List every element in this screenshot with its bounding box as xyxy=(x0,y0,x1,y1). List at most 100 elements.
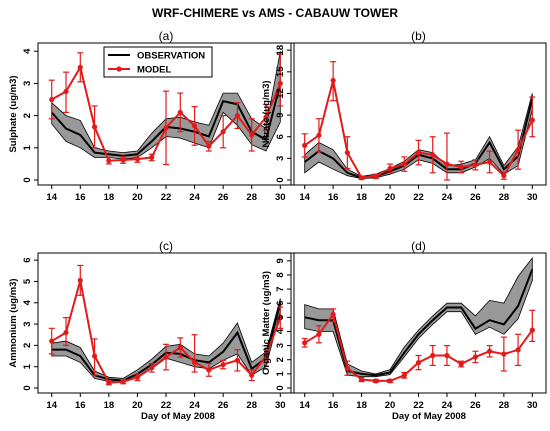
model-point xyxy=(415,149,422,156)
model-point xyxy=(529,117,535,123)
y-tick-label: 2 xyxy=(275,357,286,362)
model-point xyxy=(177,109,183,115)
model-point xyxy=(263,114,269,120)
y-tick-label: 3 xyxy=(275,156,286,161)
x-tick-label: 24 xyxy=(442,192,453,203)
model-point xyxy=(134,374,141,380)
model-point xyxy=(177,344,183,351)
model-point xyxy=(401,161,407,167)
model-point xyxy=(330,77,336,84)
model-point xyxy=(302,340,308,346)
y-tick-label: 3 xyxy=(275,343,286,348)
x-tick-label: 26 xyxy=(470,400,481,411)
model-error-bar xyxy=(529,96,536,138)
model-point xyxy=(430,352,436,359)
model-point xyxy=(277,80,283,87)
y-tick-label: 0 xyxy=(275,385,286,390)
model-point xyxy=(277,315,283,321)
x-tick-label: 26 xyxy=(218,400,229,411)
model-point xyxy=(120,379,126,385)
model-point xyxy=(430,152,436,158)
model-point xyxy=(458,361,464,367)
y-tick-label: 0 xyxy=(275,177,286,182)
model-point xyxy=(49,338,55,344)
y-tick-label: 0 xyxy=(22,385,33,390)
model-point xyxy=(149,154,155,161)
x-tick-label: 18 xyxy=(356,192,367,203)
y-axis-label: Nitrate (ug/m3) xyxy=(261,80,272,147)
model-point xyxy=(163,354,169,360)
y-tick-label: 4 xyxy=(275,328,286,334)
observation-band xyxy=(51,51,281,160)
model-point xyxy=(344,149,350,156)
y-tick-label: 8 xyxy=(275,272,286,277)
model-error-bar xyxy=(191,334,198,373)
x-tick-label: 30 xyxy=(527,192,538,203)
y-tick-label: 1 xyxy=(22,363,33,369)
model-point xyxy=(234,113,241,119)
model-point xyxy=(444,352,450,359)
y-tick-label: 12 xyxy=(275,88,286,99)
panel-title: (a) xyxy=(159,29,174,43)
x-tick-label: 20 xyxy=(132,192,143,203)
model-point xyxy=(163,125,169,131)
legend-model-marker xyxy=(116,66,122,72)
x-tick-label: 24 xyxy=(189,400,200,411)
x-tick-label: 20 xyxy=(385,400,396,411)
x-tick-label: 18 xyxy=(104,400,115,411)
x-tick-label: 30 xyxy=(527,400,538,411)
model-point xyxy=(206,143,212,149)
y-tick-label: 6 xyxy=(275,134,286,139)
x-tick-label: 28 xyxy=(499,192,510,203)
x-tick-label: 28 xyxy=(246,400,257,411)
x-tick-label: 16 xyxy=(75,192,86,203)
figure-title: WRF-CHIMERE vs AMS - CABAUW TOWER xyxy=(152,6,398,20)
model-point xyxy=(263,353,269,359)
panel-title: (b) xyxy=(411,29,426,43)
x-tick-label: 16 xyxy=(75,400,86,411)
x-tick-label: 18 xyxy=(104,192,115,203)
y-tick-label: 9 xyxy=(275,112,286,117)
y-tick-label: 2 xyxy=(22,113,33,118)
model-point xyxy=(501,173,507,179)
model-point xyxy=(358,376,365,383)
x-tick-label: 22 xyxy=(413,400,424,411)
model-point xyxy=(387,378,393,384)
x-tick-label: 20 xyxy=(132,400,143,411)
x-tick-label: 26 xyxy=(218,192,229,203)
model-point xyxy=(501,351,507,357)
y-tick-label: 4 xyxy=(22,299,33,305)
x-tick-label: 24 xyxy=(189,192,200,203)
model-point xyxy=(330,311,336,318)
y-tick-label: 0 xyxy=(22,177,33,182)
x-tick-label: 18 xyxy=(356,400,367,411)
y-tick-label: 3 xyxy=(22,321,33,326)
x-axis-label-bottom-right: Day of May 2008 xyxy=(392,411,466,422)
y-axis-label: Ammonium (ug/m3) xyxy=(8,278,19,367)
x-tick-label: 26 xyxy=(470,192,481,203)
y-tick-label: 1 xyxy=(22,144,33,150)
model-point xyxy=(91,124,98,130)
model-point xyxy=(344,365,350,371)
y-tick-label: 4 xyxy=(22,48,33,54)
y-axis-label: Sulphate (ug/m3) xyxy=(8,75,19,152)
model-point xyxy=(220,361,226,368)
model-point xyxy=(191,123,198,129)
x-tick-label: 14 xyxy=(46,400,57,411)
x-tick-label: 22 xyxy=(161,192,172,203)
model-point xyxy=(515,147,521,153)
model-point xyxy=(234,357,241,363)
model-point xyxy=(302,142,308,148)
legend-box xyxy=(103,46,213,78)
model-point xyxy=(316,132,322,138)
model-point xyxy=(120,157,126,163)
x-tick-label: 22 xyxy=(161,400,172,411)
model-point xyxy=(191,359,198,366)
model-point xyxy=(77,64,83,70)
model-point xyxy=(444,161,450,167)
panel-title: (d) xyxy=(411,239,426,253)
model-point xyxy=(472,354,479,360)
y-tick-label: 5 xyxy=(275,314,286,320)
